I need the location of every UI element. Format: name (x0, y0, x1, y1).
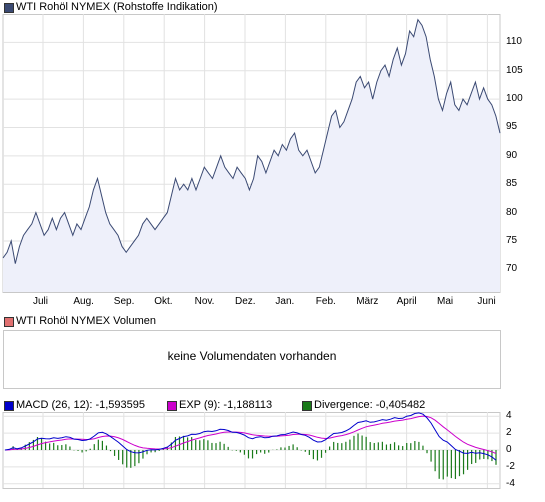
volume-legend-label: WTI Rohöl NYMEX Volumen (16, 315, 156, 327)
volume-empty-message: keine Volumendaten vorhanden (167, 349, 337, 363)
macd-grid (3, 412, 500, 488)
price-y-tick: 90 (506, 149, 518, 161)
price-x-tick: Sep. (113, 296, 135, 307)
price-x-tick: Juli (33, 296, 49, 307)
price-y-tick: 110 (506, 36, 522, 48)
exp-legend-label: EXP (9): -1,188113 (179, 399, 273, 411)
macd-y-tick: -4 (506, 477, 515, 489)
price-y-tick: 105 (506, 64, 523, 76)
price-y-tick: 95 (506, 121, 518, 133)
price-x-tick: Juni (477, 296, 496, 307)
macd-chart (2, 412, 501, 489)
price-legend-swatch (4, 3, 14, 13)
price-x-tick: Feb. (315, 296, 336, 307)
price-x-tick: Jan. (275, 296, 295, 307)
price-x-tick: Aug. (73, 296, 94, 307)
divergence-legend-swatch (302, 401, 312, 411)
price-y-tick: 85 (506, 178, 518, 190)
price-x-tick: Dez. (235, 296, 256, 307)
macd-y-tick: 2 (506, 427, 512, 439)
macd-line (4, 412, 497, 461)
exp-legend-swatch (167, 401, 177, 411)
price-chart (2, 14, 501, 293)
price-x-tick: Okt. (154, 296, 173, 307)
macd-legend-label: MACD (26, 12): -1,593595 (16, 399, 146, 411)
price-y-tick: 75 (506, 234, 518, 246)
price-x-tick: März (356, 296, 379, 307)
price-x-tick: Nov. (194, 296, 215, 307)
macd-y-tick: 0 (506, 444, 512, 455)
price-x-tick: April (396, 296, 417, 307)
price-x-tick: Mai (437, 296, 454, 307)
price-y-tick: 100 (506, 93, 523, 105)
divergence-bars (8, 433, 497, 480)
macd-y-tick: 4 (506, 410, 512, 422)
macd-legend-swatch (4, 401, 14, 411)
price-line (2, 18, 501, 264)
macd-y-tick: -2 (506, 460, 515, 472)
divergence-legend-label: Divergence: -0,405482 (314, 399, 426, 411)
price-y-tick: 80 (506, 206, 518, 218)
volume-legend-swatch (4, 317, 14, 327)
price-legend-label: WTI Rohöl NYMEX (Rohstoffe Indikation) (16, 1, 218, 13)
volume-panel: keine Volumendaten vorhanden (3, 330, 501, 389)
price-y-tick: 70 (506, 263, 518, 275)
